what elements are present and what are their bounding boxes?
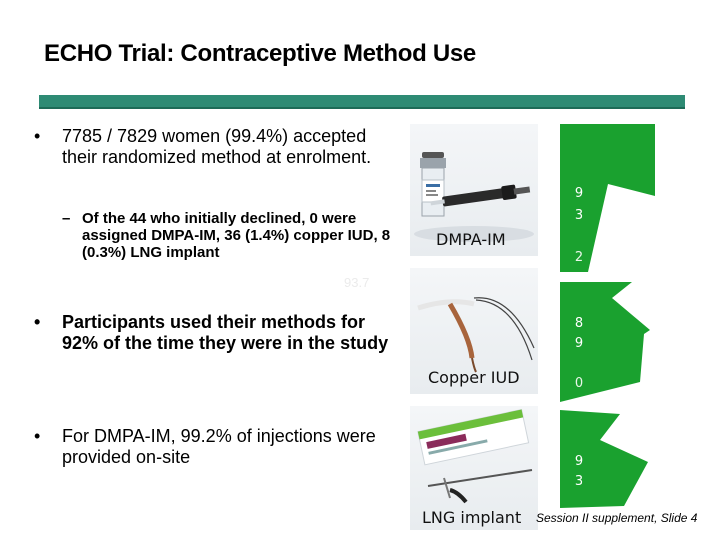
bullet-marker: • [34, 426, 41, 446]
method-label: LNG implant [422, 508, 522, 527]
pie-chart-iud: 8 9 0 [560, 282, 655, 402]
pie-chart-dmpa: 9 3 2 [560, 124, 655, 272]
lng-implant-image [417, 408, 533, 504]
slide-title: ECHO Trial: Contraceptive Method Use [44, 40, 476, 67]
bullet-text: 7785 / 7829 women (99.4%) accepted their… [62, 126, 372, 167]
pie-value-digit: 8 [574, 316, 584, 331]
pie-wedge-implant [560, 410, 648, 508]
bullet-usage: • Participants used their methods for 92… [34, 312, 394, 354]
pie-wedge-iud [560, 282, 650, 402]
pie-value-digit: 3 [574, 474, 584, 489]
pie-value-digit: 9 [574, 336, 584, 351]
dmpa-injection-image [414, 152, 534, 242]
iud-image-panel: Copper IUD [410, 268, 538, 394]
pie-value-digit: 2 [574, 250, 584, 265]
pie-value-digit: 9 [574, 454, 584, 469]
title-underline-bar [39, 95, 685, 109]
pie-wedge-dmpa [560, 124, 655, 272]
bullet-text: Participants used their methods for 92% … [62, 312, 389, 353]
copper-iud-image [417, 297, 535, 373]
bullet-text: For DMPA-IM, 99.2% of injections were pr… [62, 426, 376, 467]
pie-chart-implant: 9 3 [560, 410, 655, 508]
pie-value-digit: 9 [574, 186, 584, 201]
bullet-enrolment: • 7785 / 7829 women (99.4%) accepted the… [34, 126, 374, 168]
bullet-marker: • [34, 312, 41, 332]
subbullet-text: Of the 44 who initially declined, 0 were… [82, 210, 391, 261]
implant-image-panel: LNG implant [410, 406, 538, 530]
pie-value-digit: 3 [574, 208, 584, 223]
method-label: DMPA-IM [436, 230, 506, 249]
subbullet-marker: – [62, 210, 71, 227]
method-label: Copper IUD [428, 368, 520, 387]
bullet-injections: • For DMPA-IM, 99.2% of injections were … [34, 426, 394, 468]
slide-footer: Session II supplement, Slide 4 [536, 511, 698, 525]
subbullet-declined: – Of the 44 who initially declined, 0 we… [62, 210, 422, 261]
pie-value-digit: 0 [574, 376, 584, 391]
bullet-marker: • [34, 126, 41, 146]
dmpa-image-panel: DMPA-IM [410, 124, 538, 256]
faint-value-label: 93.7 [344, 275, 370, 290]
